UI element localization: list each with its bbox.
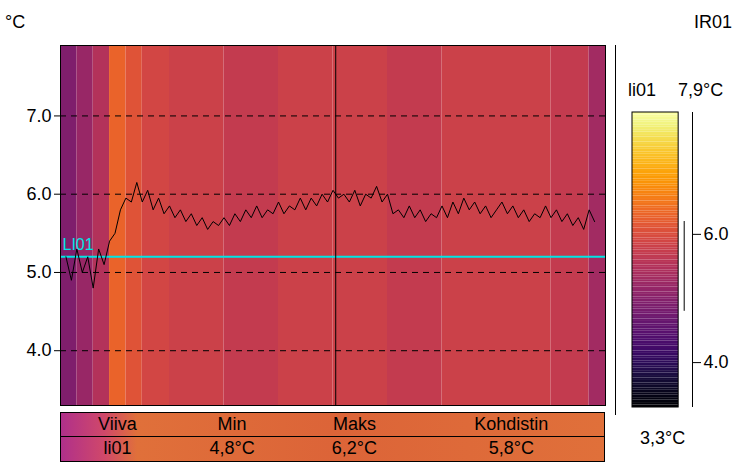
svg-text:4.0: 4.0 [26, 340, 51, 360]
html-text:5,8°C: 5,8°C [488, 438, 534, 458]
svg-text:6.0: 6.0 [26, 184, 51, 204]
html-text:Kohdistin: Kohdistin [474, 414, 549, 434]
html-text:7,9°C: 7,9°C [678, 80, 724, 100]
svg-text:5.0: 5.0 [26, 262, 51, 282]
html-text:Maks: Maks [332, 414, 376, 434]
svg-text:4.0: 4.0 [704, 352, 729, 372]
html-text:li01: li01 [103, 438, 132, 458]
svg-text:LI01: LI01 [63, 236, 94, 253]
html-text:Viiva: Viiva [98, 414, 137, 434]
html-text:6,2°C: 6,2°C [331, 438, 378, 458]
html-text:IR01: IR01 [694, 12, 732, 32]
svg-text:6.0: 6.0 [704, 224, 729, 244]
svg-text:7.0: 7.0 [26, 106, 51, 126]
html-text:4,8°C: 4,8°C [209, 438, 255, 458]
html-text:li01: li01 [628, 80, 656, 100]
html-text:°C: °C [5, 12, 26, 32]
html-text:Min: Min [217, 414, 247, 434]
html-text:3,3°C: 3,3°C [640, 428, 686, 448]
